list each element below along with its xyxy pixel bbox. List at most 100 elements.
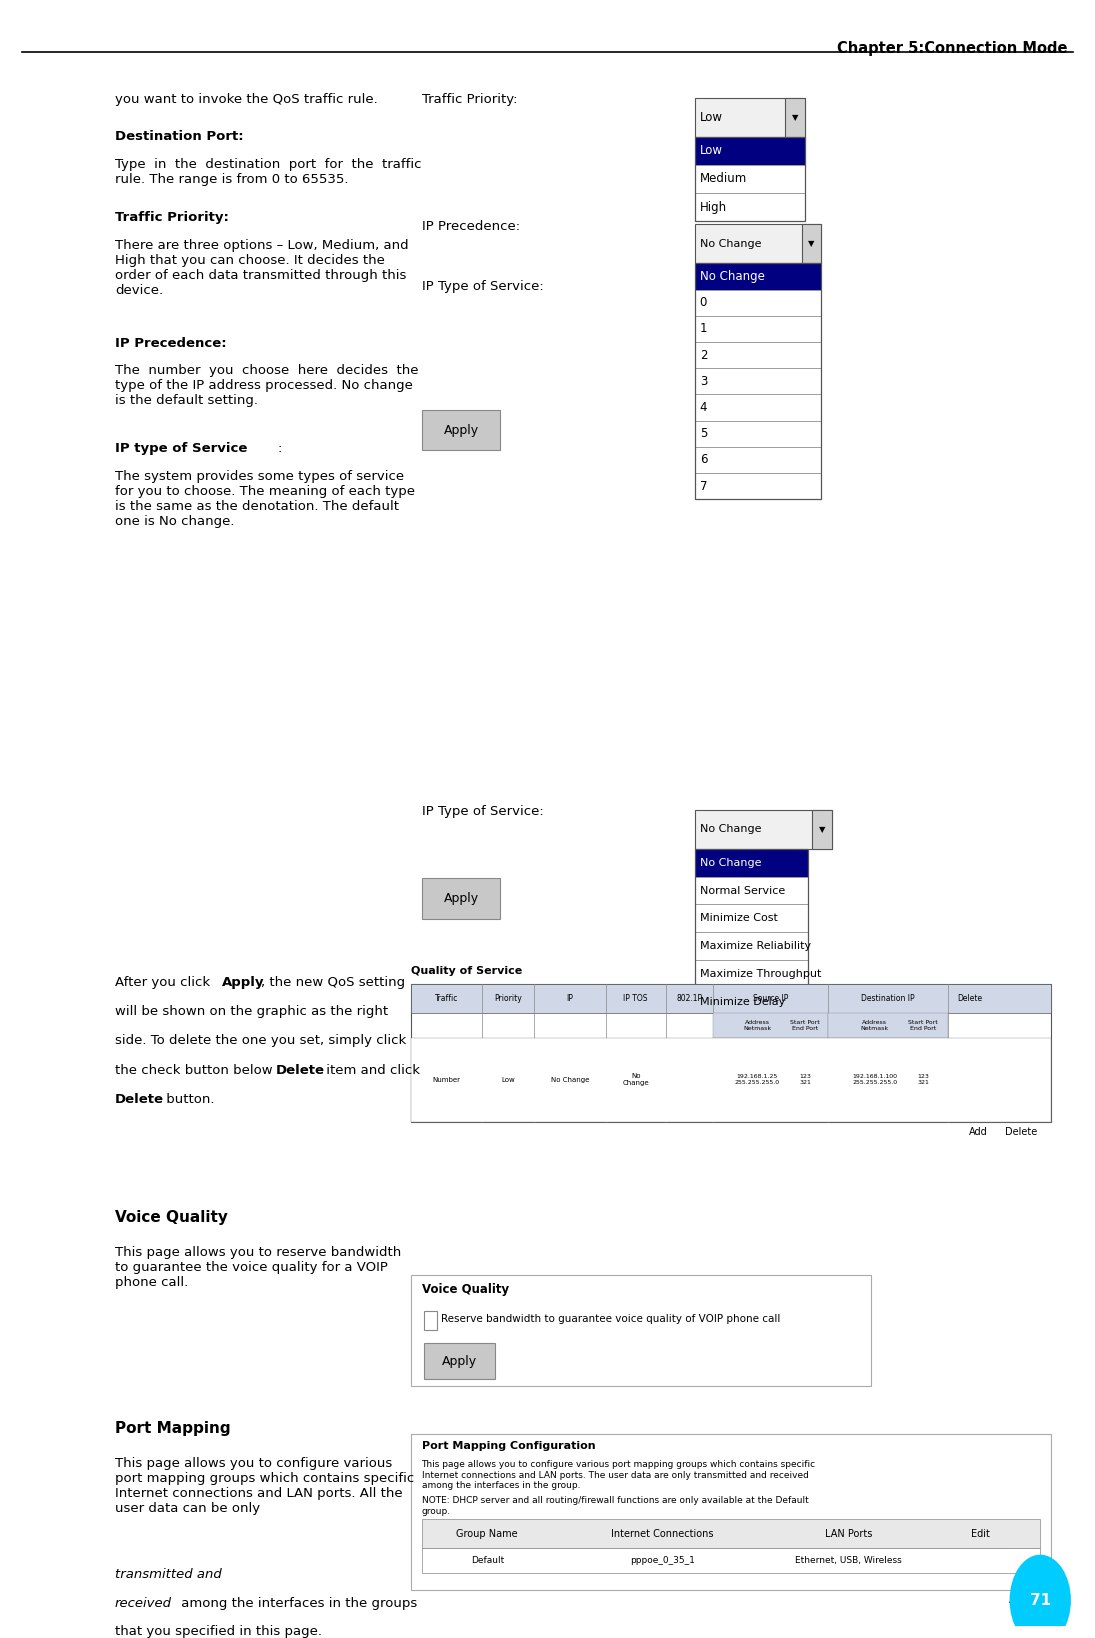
Bar: [695, 932, 808, 960]
Bar: [411, 1037, 1051, 1122]
Text: :: :: [277, 442, 281, 455]
Text: Source IP: Source IP: [752, 994, 788, 1002]
Text: Default: Default: [471, 1556, 504, 1564]
Text: Traffic Priority:: Traffic Priority:: [115, 211, 229, 224]
Text: Port Mapping Configuration: Port Mapping Configuration: [422, 1441, 596, 1451]
Text: Voice Quality: Voice Quality: [115, 1210, 228, 1225]
Text: This page allows you to configure various port mapping groups which contains spe: This page allows you to configure variou…: [422, 1461, 816, 1491]
Text: IP Type of Service:: IP Type of Service:: [422, 804, 543, 817]
Text: , the new QoS setting: , the new QoS setting: [261, 976, 405, 989]
Text: Delete: Delete: [1005, 1127, 1037, 1137]
Text: There are three options – Low, Medium, and
High that you can choose. It decides : There are three options – Low, Medium, a…: [115, 239, 408, 296]
Bar: [695, 264, 821, 290]
Text: Type  in  the  destination  port  for  the  traffic
rule. The range is from 0 to: Type in the destination port for the tra…: [115, 157, 422, 185]
Bar: [695, 447, 821, 473]
Text: This page allows you to reserve bandwidth
to guarantee the voice quality for a V: This page allows you to reserve bandwidt…: [115, 1247, 401, 1289]
Bar: [422, 1518, 1040, 1548]
Text: you want to invoke the QoS traffic rule.: you want to invoke the QoS traffic rule.: [115, 93, 378, 106]
Text: No Change: No Change: [700, 239, 761, 249]
Bar: [695, 876, 808, 904]
Text: Edit: Edit: [970, 1528, 990, 1538]
Text: Minimize Cost: Minimize Cost: [700, 914, 777, 924]
Text: 4: 4: [700, 401, 707, 414]
Bar: [812, 809, 832, 848]
Text: transmitted and: transmitted and: [115, 1568, 221, 1581]
Text: Apply: Apply: [443, 893, 479, 906]
Bar: [695, 165, 805, 193]
Text: Traffic Priority:: Traffic Priority:: [422, 93, 517, 106]
Text: Quality of Service: Quality of Service: [411, 966, 522, 976]
Text: Number: Number: [433, 1076, 460, 1083]
Text: Reserve bandwidth to guarantee voice quality of VOIP phone call: Reserve bandwidth to guarantee voice qua…: [441, 1314, 781, 1324]
Text: that you specified in this page.: that you specified in this page.: [115, 1625, 322, 1638]
Text: ▼: ▼: [792, 113, 798, 121]
Text: 192.168.1.25
255.255.255.0: 192.168.1.25 255.255.255.0: [735, 1075, 780, 1086]
Text: Voice Quality: Voice Quality: [422, 1283, 509, 1296]
Bar: [695, 904, 808, 932]
Text: Low: Low: [700, 144, 723, 157]
Text: among the interfaces in the groups: among the interfaces in the groups: [177, 1597, 417, 1610]
Text: Apply: Apply: [222, 976, 265, 989]
Text: button.: button.: [162, 1093, 215, 1106]
Bar: [828, 1014, 948, 1037]
Text: Destination IP: Destination IP: [862, 994, 914, 1002]
Text: ▼: ▼: [819, 826, 826, 834]
Bar: [695, 421, 821, 447]
Text: Maximize Reliability: Maximize Reliability: [700, 942, 810, 952]
Text: Start Port
End Port: Start Port End Port: [908, 1020, 938, 1030]
Text: IP type of Service: IP type of Service: [115, 442, 247, 455]
Text: This page allows you to configure various
port mapping groups which contains spe: This page allows you to configure variou…: [115, 1458, 414, 1515]
Text: side. To delete the one you set, simply click: side. To delete the one you set, simply …: [115, 1034, 406, 1047]
Circle shape: [1010, 1554, 1071, 1638]
Bar: [695, 342, 821, 369]
Bar: [802, 224, 821, 264]
Text: the check button below: the check button below: [115, 1063, 277, 1076]
Text: Group Name: Group Name: [457, 1528, 518, 1538]
Text: Port Mapping: Port Mapping: [115, 1422, 231, 1437]
Text: Address
Netmask: Address Netmask: [744, 1020, 771, 1030]
Text: Internet Connections: Internet Connections: [611, 1528, 714, 1538]
Text: Delete: Delete: [958, 994, 982, 1002]
Text: 2: 2: [700, 349, 707, 362]
Text: Medium: Medium: [700, 172, 747, 185]
Bar: [411, 984, 1051, 1122]
Text: Low: Low: [502, 1076, 515, 1083]
Text: NOTE: DHCP server and all routing/firewall functions are only available at the D: NOTE: DHCP server and all routing/firewa…: [422, 1495, 808, 1515]
Text: pppoe_0_35_1: pppoe_0_35_1: [630, 1556, 695, 1564]
Bar: [695, 193, 805, 221]
Bar: [695, 98, 805, 136]
Text: ▼: ▼: [808, 239, 815, 249]
Text: Address
Netmask: Address Netmask: [861, 1020, 889, 1030]
Bar: [695, 369, 821, 395]
Text: Normal Service: Normal Service: [700, 886, 785, 896]
Text: Priority: Priority: [494, 994, 522, 1002]
Text: Destination Port:: Destination Port:: [115, 129, 243, 143]
Text: No Change: No Change: [551, 1076, 589, 1083]
Text: 802.1P: 802.1P: [677, 994, 702, 1002]
Bar: [713, 1014, 828, 1037]
Text: Chapter 5:Connection Mode: Chapter 5:Connection Mode: [837, 41, 1068, 56]
Bar: [411, 984, 1051, 1014]
Bar: [695, 473, 821, 500]
Text: 6: 6: [700, 454, 707, 467]
Bar: [695, 136, 805, 165]
Bar: [695, 224, 821, 264]
Bar: [695, 264, 821, 500]
Bar: [411, 1274, 871, 1386]
Text: IP TOS: IP TOS: [623, 994, 648, 1002]
Bar: [695, 809, 832, 848]
Bar: [424, 1343, 495, 1379]
Text: IP: IP: [566, 994, 574, 1002]
Text: 5: 5: [700, 428, 707, 441]
Bar: [695, 988, 808, 1016]
Text: received: received: [115, 1597, 172, 1610]
Text: Maximize Throughput: Maximize Throughput: [700, 970, 821, 980]
Text: Apply: Apply: [443, 424, 479, 437]
Bar: [422, 410, 500, 450]
Text: No Change: No Change: [700, 858, 761, 868]
Text: No Change: No Change: [700, 270, 764, 283]
Bar: [411, 1435, 1051, 1590]
Text: 1: 1: [700, 323, 707, 336]
Bar: [424, 1310, 437, 1330]
Text: After you click: After you click: [115, 976, 215, 989]
